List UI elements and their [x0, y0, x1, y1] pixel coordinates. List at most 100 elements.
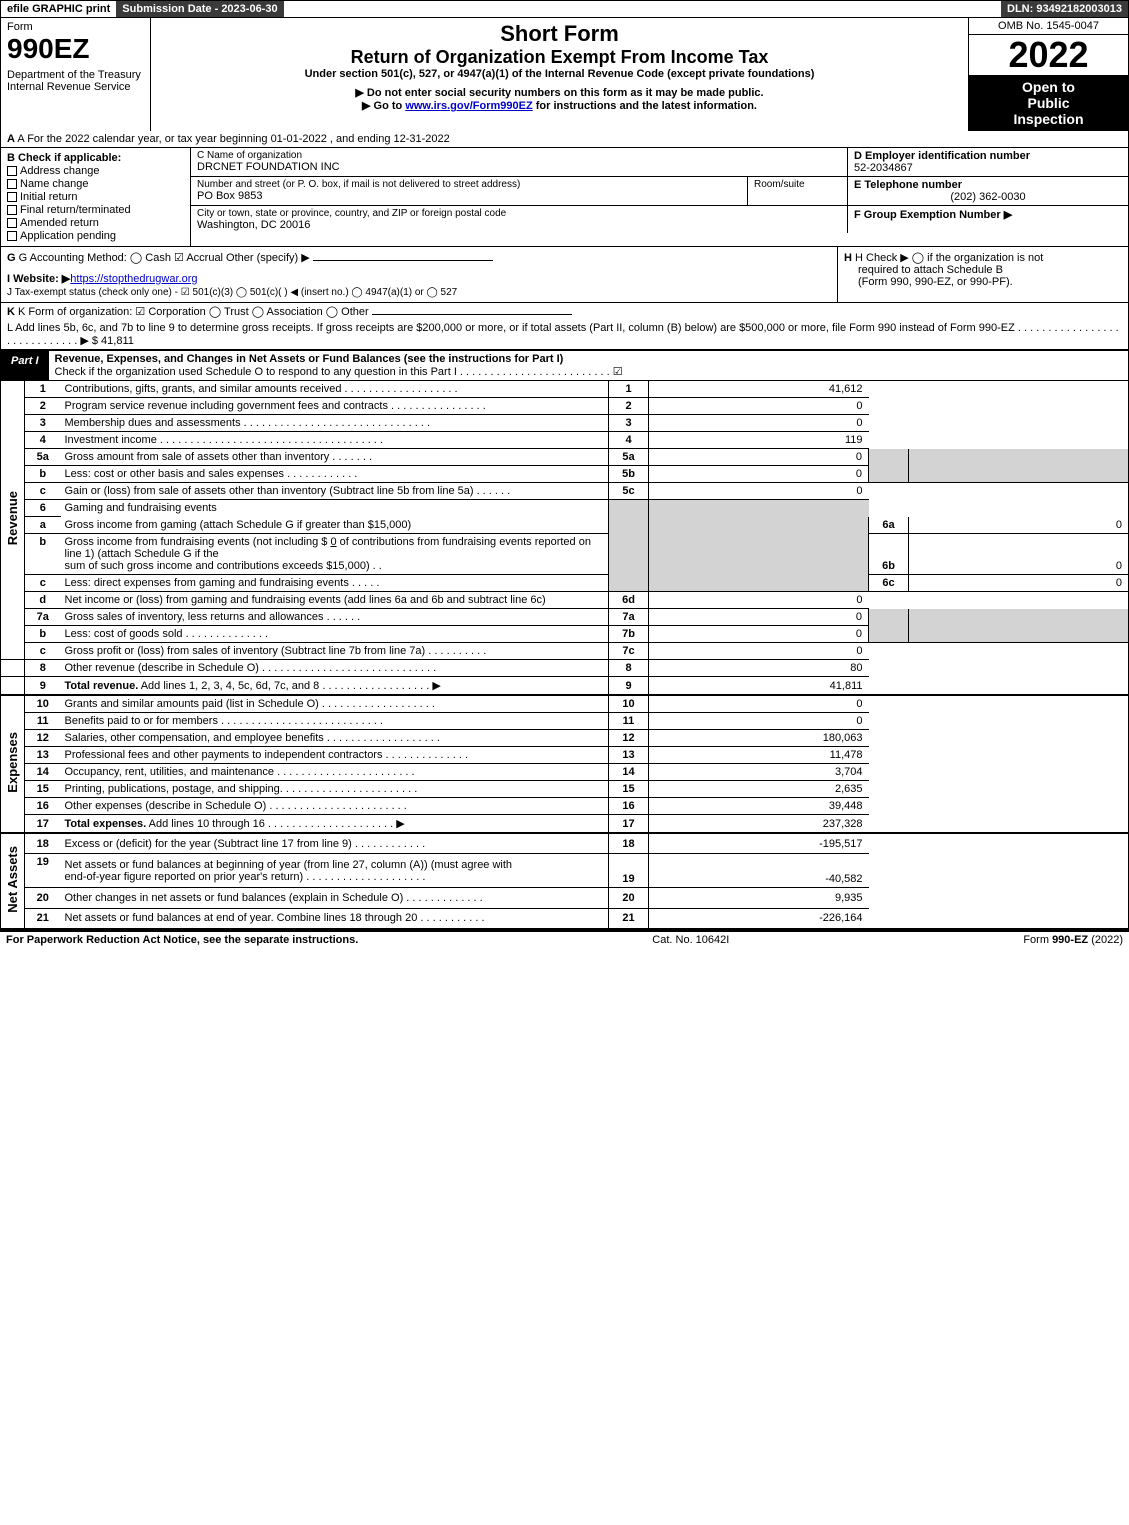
line-6b-desc: Gross income from fundraising events (no… — [61, 534, 609, 575]
line-2-desc: Program service revenue including govern… — [61, 398, 609, 415]
line-1-num: 1 — [609, 381, 649, 398]
short-form-title: Short Form — [157, 21, 962, 47]
line-4-desc: Investment income . . . . . . . . . . . … — [61, 432, 609, 449]
f-label: F Group Exemption Number ▶ — [854, 209, 1012, 221]
irs-link[interactable]: www.irs.gov/Form990EZ — [405, 100, 532, 112]
line-6a-minival: 0 — [909, 517, 1129, 534]
line-16-val: 39,448 — [649, 798, 869, 815]
line-12-desc: Salaries, other compensation, and employ… — [61, 730, 609, 747]
footer-catno: Cat. No. 10642I — [652, 934, 729, 946]
irs-label: Internal Revenue Service — [7, 81, 144, 93]
line-6-desc: Gaming and fundraising events — [61, 500, 609, 517]
line-7b-desc: Less: cost of goods sold . . . . . . . .… — [65, 628, 269, 640]
city-label: City or town, state or province, country… — [197, 208, 506, 219]
line-14-val: 3,704 — [649, 764, 869, 781]
line-20-val: 9,935 — [649, 888, 869, 908]
return-title: Return of Organization Exempt From Incom… — [157, 47, 962, 68]
line-a: A A For the 2022 calendar year, or tax y… — [0, 131, 1129, 148]
line-6d-val: 0 — [649, 592, 869, 609]
org-name: DRCNET FOUNDATION INC — [197, 161, 340, 173]
row-gh: G G Accounting Method: ◯ Cash ☑ Accrual … — [0, 247, 1129, 303]
b-opt-amended: Amended return — [7, 217, 184, 229]
top-bar: efile GRAPHIC print Submission Date - 20… — [0, 0, 1129, 18]
line-10-val: 0 — [649, 695, 869, 713]
b-opt-initial: Initial return — [7, 191, 184, 203]
line-6b-minival: 0 — [909, 534, 1129, 575]
line-13-val: 11,478 — [649, 747, 869, 764]
line-7c-val: 0 — [649, 643, 869, 660]
line-5c-val: 0 — [649, 483, 869, 500]
line-k: K K Form of organization: ☑ Corporation … — [0, 303, 1129, 320]
line-7a-minival: 0 — [649, 609, 869, 626]
line-1-desc: Contributions, gifts, grants, and simila… — [61, 381, 609, 398]
room-suite-label: Room/suite — [748, 177, 848, 205]
info-block: B Check if applicable: Address change Na… — [0, 148, 1129, 247]
line-5a-minival: 0 — [649, 449, 869, 466]
line-i: I Website: ▶https://stopthedrugwar.org — [7, 272, 831, 285]
goto-note: ▶ Go to www.irs.gov/Form990EZ for instru… — [157, 99, 962, 112]
line-7b-minival: 0 — [649, 626, 869, 643]
line-6a-desc: Gross income from gaming (attach Schedul… — [65, 519, 412, 531]
line-1-val: 41,612 — [649, 381, 869, 398]
line-g: G G Accounting Method: ◯ Cash ☑ Accrual … — [7, 251, 831, 264]
line-6c-desc: Less: direct expenses from gaming and fu… — [65, 577, 380, 589]
line-h-3: (Form 990, 990-EZ, or 990-PF). — [844, 276, 1122, 288]
line-18-desc: Excess or (deficit) for the year (Subtra… — [61, 833, 609, 854]
form-label: Form — [7, 21, 144, 33]
line-7c-desc: Gross profit or (loss) from sales of inv… — [61, 643, 609, 660]
line-18-val: -195,517 — [649, 833, 869, 854]
part-i-tab: Part I — [1, 351, 49, 380]
part-i-header: Part I Revenue, Expenses, and Changes in… — [0, 351, 1129, 381]
d-label: D Employer identification number — [854, 150, 1030, 162]
page-footer: For Paperwork Reduction Act Notice, see … — [0, 930, 1129, 948]
open-to-public: Open to Public Inspection — [969, 75, 1128, 131]
line-5b-minival: 0 — [649, 466, 869, 483]
dept-treasury: Department of the Treasury — [7, 69, 144, 81]
line-13-desc: Professional fees and other payments to … — [61, 747, 609, 764]
dln-label: DLN: 93492182003013 — [1001, 1, 1128, 17]
b-opt-address: Address change — [7, 165, 184, 177]
line-8-val: 80 — [649, 660, 869, 677]
line-9-val: 41,811 — [649, 677, 869, 696]
line-3-desc: Membership dues and assessments . . . . … — [61, 415, 609, 432]
line-h-1: H H Check ▶ ◯ if the organization is not — [844, 251, 1122, 264]
line-15-desc: Printing, publications, postage, and shi… — [61, 781, 609, 798]
ein-value: 52-2034867 — [854, 162, 913, 174]
line-6d-desc: Net income or (loss) from gaming and fun… — [61, 592, 609, 609]
line-7a-desc: Gross sales of inventory, less returns a… — [65, 611, 361, 623]
street-label: Number and street (or P. O. box, if mail… — [197, 179, 520, 190]
line-17-desc: Total expenses. Add lines 10 through 16 … — [61, 815, 609, 834]
c-label: C Name of organization — [197, 150, 302, 161]
line-10-desc: Grants and similar amounts paid (list in… — [61, 695, 609, 713]
line-14-desc: Occupancy, rent, utilities, and maintena… — [61, 764, 609, 781]
line-12-val: 180,063 — [649, 730, 869, 747]
line-j: J Tax-exempt status (check only one) - ☑… — [7, 287, 831, 298]
line-5a-desc: Gross amount from sale of assets other t… — [65, 451, 373, 463]
line-19-desc: Net assets or fund balances at beginning… — [61, 854, 609, 888]
line-h-2: required to attach Schedule B — [844, 264, 1122, 276]
efile-label[interactable]: efile GRAPHIC print — [1, 1, 116, 17]
line-9-desc: Total revenue. Add lines 1, 2, 3, 4, 5c,… — [61, 677, 609, 696]
line-8-desc: Other revenue (describe in Schedule O) .… — [61, 660, 609, 677]
line-4-val: 119 — [649, 432, 869, 449]
website-link[interactable]: https://stopthedrugwar.org — [70, 273, 197, 285]
ssn-note: ▶ Do not enter social security numbers o… — [157, 86, 962, 99]
line-17-val: 237,328 — [649, 815, 869, 834]
form-number: 990EZ — [7, 33, 144, 65]
line-21-desc: Net assets or fund balances at end of ye… — [61, 908, 609, 929]
e-label: E Telephone number — [854, 179, 962, 191]
city-value: Washington, DC 20016 — [197, 219, 310, 231]
b-opt-pending: Application pending — [7, 230, 184, 242]
b-label: B Check if applicable: — [7, 152, 184, 164]
submission-date: Submission Date - 2023-06-30 — [116, 1, 283, 17]
revenue-sidelabel: Revenue — [5, 481, 20, 555]
part-i-table: Revenue 1Contributions, gifts, grants, a… — [0, 381, 1129, 930]
line-16-desc: Other expenses (describe in Schedule O) … — [61, 798, 609, 815]
line-6c-minival: 0 — [909, 575, 1129, 592]
line-19-val: -40,582 — [649, 854, 869, 888]
netassets-sidelabel: Net Assets — [5, 836, 20, 923]
line-2-val: 0 — [649, 398, 869, 415]
line-21-val: -226,164 — [649, 908, 869, 929]
tax-year: 2022 — [969, 35, 1128, 75]
line-15-val: 2,635 — [649, 781, 869, 798]
